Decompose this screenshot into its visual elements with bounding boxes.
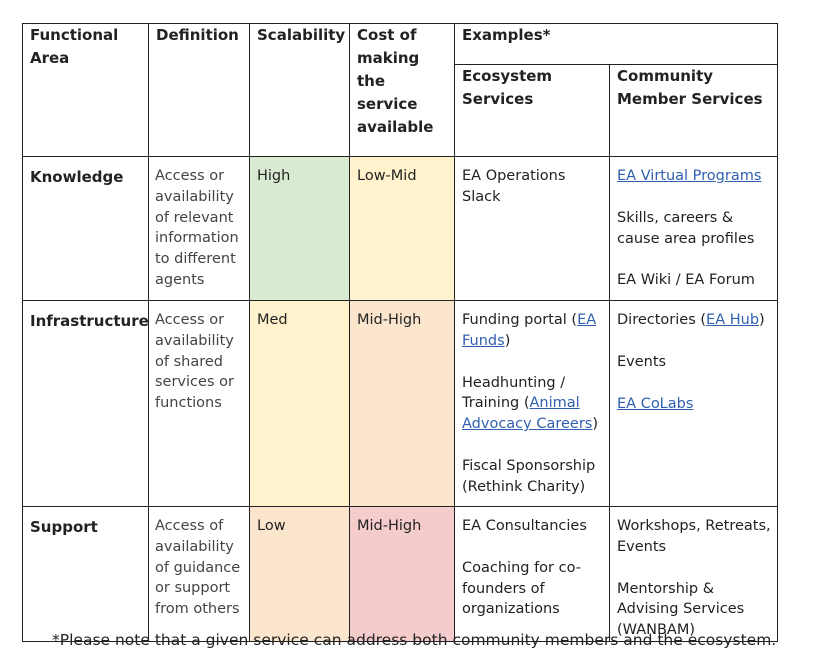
ecosystem-cell: Funding portal (EA Funds) Headhunting / … — [454, 300, 610, 507]
header-cost: Cost of making the service available — [349, 23, 455, 157]
header-examples: Examples* — [454, 23, 778, 65]
footnote: *Please note that a given service can ad… — [52, 631, 777, 649]
ecosystem-item: EA Operations Slack — [462, 168, 566, 205]
community-item: Workshops, Retreats, Events — [617, 518, 771, 555]
ea-colabs-link[interactable]: EA CoLabs — [617, 395, 694, 412]
definition-cell: Access of availability of guidance or su… — [148, 506, 250, 642]
ecosystem-item: EA Consultancies — [462, 518, 587, 534]
cost-cell: Mid-High — [349, 300, 455, 507]
definition-cell: Access or availability of shared service… — [148, 300, 250, 507]
ea-funds-link[interactable]: EA Funds — [462, 312, 597, 349]
header-functional-area: Functional Area — [22, 23, 149, 157]
header-scalability: Scalability — [249, 23, 350, 157]
ecosystem-item: Headhunting / Training (Animal Advocacy … — [462, 374, 599, 433]
community-item: Mentorship & Advising Services (WANBAM) — [617, 580, 745, 639]
header-definition: Definition — [148, 23, 250, 157]
header-ecosystem-services: Ecosystem Services — [454, 64, 610, 157]
area-cell: Infrastructure — [22, 300, 149, 507]
ecosystem-item: Funding portal (EA Funds) — [462, 312, 597, 349]
ecosystem-item: Coaching for co-founders of organization… — [462, 559, 581, 618]
scalability-cell: Med — [249, 300, 350, 507]
ecosystem-item: Fiscal Sponsorship (Rethink Charity) — [462, 457, 596, 495]
area-cell: Knowledge — [22, 156, 149, 301]
table-row-infrastructure: Infrastructure Access or availability of… — [22, 300, 778, 507]
cost-cell: Low-Mid — [349, 156, 455, 301]
animal-advocacy-careers-link[interactable]: Animal Advocacy Careers — [462, 395, 593, 433]
ecosystem-cell: EA Consultancies Coaching for co-founder… — [454, 506, 610, 642]
scalability-cell: High — [249, 156, 350, 301]
ea-hub-link[interactable]: EA Hub — [706, 312, 760, 328]
community-cell: Directories (EA Hub) Events EA CoLabs — [609, 300, 778, 507]
header-row-2: Ecosystem Services Community Member Serv… — [23, 64, 778, 157]
ea-virtual-programs-link[interactable]: EA Virtual Programs — [617, 168, 762, 184]
functional-areas-table: Functional Area Definition Scalability C… — [22, 23, 778, 642]
ecosystem-cell: EA Operations Slack — [454, 156, 610, 301]
community-item: EA Wiki / EA Forum — [617, 272, 755, 289]
table-row-support: Support Access of availability of guidan… — [22, 506, 778, 642]
community-cell: EA Virtual Programs Skills, careers & ca… — [609, 156, 778, 301]
definition-cell: Access or availability of relevant infor… — [148, 156, 250, 301]
community-cell: Workshops, Retreats, Events Mentorship &… — [609, 506, 778, 642]
header-row-1: Functional Area Definition Scalability C… — [22, 23, 778, 157]
area-cell: Support — [22, 506, 149, 642]
community-item: Skills, careers & cause area profiles — [617, 209, 755, 247]
community-item: Directories (EA Hub) — [617, 312, 765, 328]
community-item: Events — [617, 353, 667, 370]
scalability-cell: Low — [249, 506, 350, 642]
cost-cell: Mid-High — [349, 506, 455, 642]
header-community-member-services: Community Member Services — [609, 64, 778, 157]
table-row-knowledge: Knowledge Access or availability of rele… — [22, 156, 778, 301]
